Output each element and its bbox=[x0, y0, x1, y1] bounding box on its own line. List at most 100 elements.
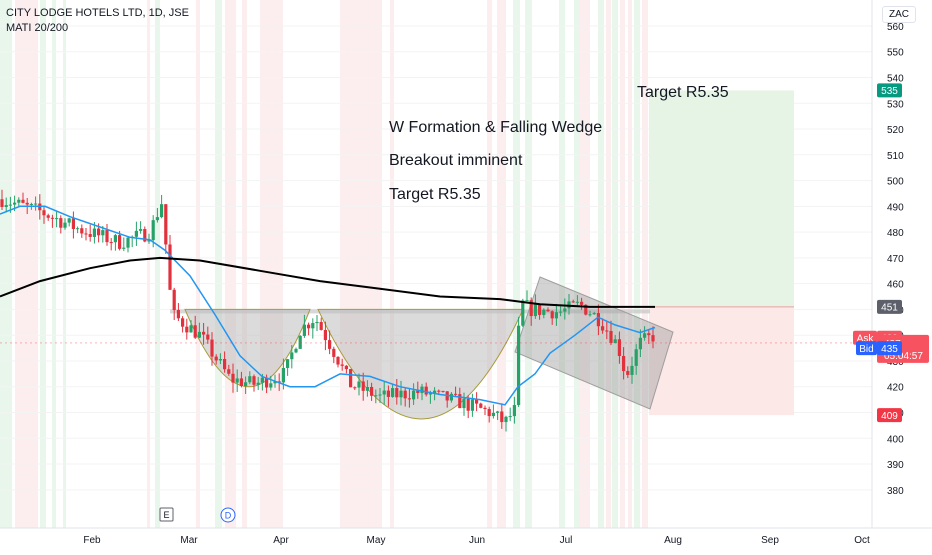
price-tick-label: 490 bbox=[887, 202, 904, 213]
session-band-red bbox=[225, 0, 236, 528]
candle-up bbox=[496, 411, 500, 413]
candle-down bbox=[605, 330, 609, 332]
candle-up bbox=[13, 202, 17, 205]
candle-down bbox=[25, 202, 29, 205]
candle-down bbox=[164, 204, 168, 245]
session-band-red bbox=[606, 0, 611, 528]
candle-down bbox=[466, 398, 470, 411]
candle-down bbox=[340, 364, 344, 366]
candle-up bbox=[433, 390, 437, 394]
candle-down bbox=[185, 326, 189, 333]
time-tick-label: Apr bbox=[273, 535, 289, 546]
price-tick-label: 560 bbox=[887, 22, 904, 33]
earnings-marker-box bbox=[159, 507, 174, 522]
candle-up bbox=[197, 331, 201, 338]
candle-down bbox=[571, 301, 575, 303]
time-tick-label: Feb bbox=[83, 535, 101, 546]
candle-up bbox=[491, 412, 495, 417]
stop-price-badge-bg bbox=[877, 408, 902, 423]
candle-down bbox=[265, 377, 269, 388]
symbol-title[interactable]: CITY LODGE HOTELS LTD, 1D, JSE bbox=[6, 7, 189, 19]
candle-up bbox=[17, 199, 21, 203]
dividend-marker-circle bbox=[220, 507, 236, 523]
candle-down bbox=[42, 210, 46, 216]
target-zone-label: Target R5.35 bbox=[637, 84, 729, 101]
candle-up bbox=[273, 381, 277, 384]
candle-up bbox=[122, 247, 126, 249]
candle-down bbox=[21, 199, 25, 203]
candle-down bbox=[168, 244, 172, 290]
candle-up bbox=[155, 217, 159, 221]
candle-down bbox=[46, 215, 50, 218]
candle-down bbox=[71, 218, 75, 229]
candle-up bbox=[189, 325, 193, 333]
candle-down bbox=[0, 199, 4, 207]
candle-up bbox=[428, 393, 432, 395]
candle-down bbox=[227, 369, 231, 374]
candle-up bbox=[449, 393, 453, 401]
indicator-legend[interactable]: MATI 20/200 bbox=[6, 22, 69, 34]
candle-up bbox=[521, 300, 525, 326]
price-tick-label: 550 bbox=[887, 48, 904, 59]
candle-down bbox=[353, 387, 357, 389]
candle-up bbox=[588, 314, 592, 316]
candle-down bbox=[349, 369, 353, 388]
candle-up bbox=[76, 228, 80, 230]
price-tick-label: 380 bbox=[887, 486, 904, 497]
ma200-line bbox=[0, 256, 655, 308]
candle-up bbox=[302, 324, 306, 336]
price-tick-label: 460 bbox=[887, 280, 904, 291]
target-price-badge: 535 bbox=[881, 86, 898, 97]
candle-down bbox=[239, 378, 243, 387]
candle-down bbox=[328, 340, 332, 349]
candle-down bbox=[97, 228, 101, 236]
candle-up bbox=[542, 309, 546, 315]
candle-up bbox=[160, 204, 164, 218]
price-tick-label: 500 bbox=[887, 177, 904, 188]
time-tick-label: Oct bbox=[854, 535, 870, 546]
candle-up bbox=[357, 381, 361, 388]
candle-down bbox=[80, 228, 84, 234]
candle-up bbox=[420, 386, 424, 394]
candle-down bbox=[626, 371, 630, 375]
candle-up bbox=[533, 304, 537, 317]
price-tick-label: 530 bbox=[887, 99, 904, 110]
session-band-green bbox=[52, 0, 56, 528]
price-tick-label: 390 bbox=[887, 460, 904, 471]
candle-up bbox=[525, 300, 529, 302]
time-tick-label: Aug bbox=[664, 535, 682, 546]
session-band-red bbox=[497, 0, 506, 528]
candle-up bbox=[575, 301, 579, 303]
candle-down bbox=[105, 230, 109, 243]
session-band-green bbox=[612, 0, 618, 528]
session-band-red bbox=[147, 0, 150, 528]
candle-up bbox=[290, 352, 294, 360]
candle-down bbox=[323, 329, 327, 341]
candle-down bbox=[437, 390, 441, 392]
candle-up bbox=[412, 390, 416, 400]
candle-up bbox=[613, 339, 617, 344]
candle-down bbox=[202, 331, 206, 335]
candle-down bbox=[50, 217, 54, 219]
bid-label: Bid bbox=[859, 344, 873, 355]
candle-down bbox=[407, 398, 411, 400]
ask-label: Ask bbox=[857, 334, 875, 345]
candle-down bbox=[370, 386, 374, 396]
candle-down bbox=[143, 229, 147, 242]
session-band-red bbox=[196, 0, 200, 528]
candle-up bbox=[286, 359, 290, 368]
time-tick-label: May bbox=[367, 535, 386, 546]
earnings-marker: E bbox=[163, 510, 169, 520]
currency-button[interactable]: ZAC bbox=[882, 6, 916, 23]
candle-down bbox=[416, 390, 420, 394]
candle-up bbox=[554, 312, 558, 319]
price-tick-label: 480 bbox=[887, 228, 904, 239]
candle-down bbox=[59, 218, 63, 228]
candle-down bbox=[500, 411, 504, 423]
candle-down bbox=[483, 407, 487, 410]
candle-up bbox=[298, 335, 302, 349]
candle-down bbox=[277, 381, 281, 383]
annotation-target: Target R5.35 bbox=[389, 186, 481, 203]
